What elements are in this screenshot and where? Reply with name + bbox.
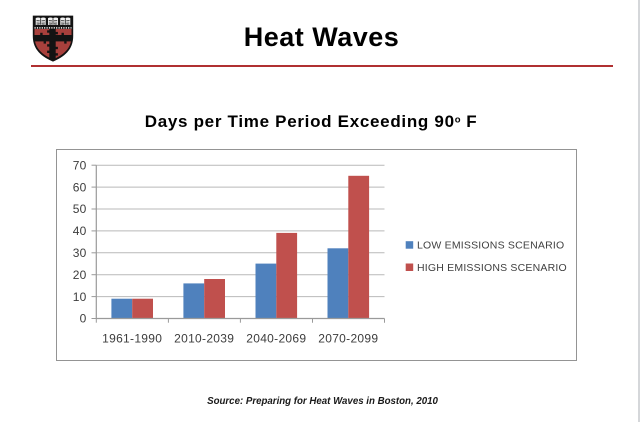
svg-text:0: 0 <box>80 312 87 326</box>
svg-text:10: 10 <box>73 290 87 304</box>
svg-text:2070-2099: 2070-2099 <box>318 332 378 346</box>
svg-text:20: 20 <box>73 268 87 282</box>
svg-text:30: 30 <box>73 246 87 260</box>
svg-text:2010-2039: 2010-2039 <box>174 332 234 346</box>
svg-text:40: 40 <box>73 224 87 238</box>
svg-text:HIGH EMISSIONS SCENARIO: HIGH EMISSIONS SCENARIO <box>417 262 567 274</box>
svg-text:2040-2069: 2040-2069 <box>246 332 306 346</box>
svg-text:1961-1990: 1961-1990 <box>102 332 162 346</box>
svg-text:70: 70 <box>73 158 87 172</box>
svg-text:60: 60 <box>73 180 87 194</box>
svg-text:50: 50 <box>73 202 87 216</box>
svg-text:LOW EMISSIONS SCENARIO: LOW EMISSIONS SCENARIO <box>417 240 564 252</box>
